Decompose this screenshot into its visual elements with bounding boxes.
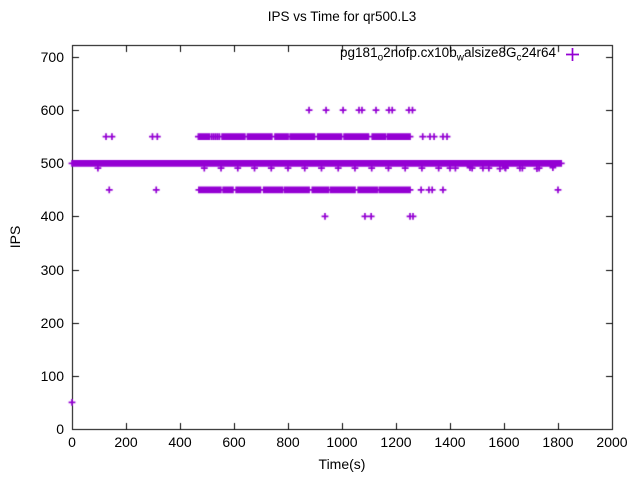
x-tick-label: 400 [168,434,192,450]
y-tick-label: 300 [40,261,64,278]
legend-label-subscript: c [516,52,522,64]
x-tick-label: 1800 [542,434,574,450]
x-tick-label: 1200 [380,434,412,450]
legend-label-part: alsize8G [463,44,517,60]
y-axis-label: IPS [7,225,23,249]
legend-label-subscript: w [456,52,464,64]
y-tick-label: 100 [40,367,64,384]
y-tick-label: 400 [40,208,64,225]
legend-plus-marker-icon [566,47,579,61]
x-tick-label: 600 [222,434,246,450]
x-tick-label: 2000 [596,434,628,450]
legend-label: pg181o2nofp.cx10bwalsize8Gc24r64 [340,45,556,64]
legend-label-part: 2nofp.cx10b [383,44,457,60]
y-tick-label: 700 [40,49,64,65]
x-tick-label: 800 [276,434,300,450]
y-tick-label: 500 [40,155,64,172]
y-tick-label: 0 [56,421,64,437]
x-tick-label: 0 [68,434,76,450]
y-tick-label: 200 [40,314,64,331]
legend-label-subscript: o [377,52,384,64]
legend-label-part: 24r64 [521,44,556,60]
x-axis-label: Time(s) [318,456,366,472]
legend-label-part: pg181 [340,44,378,60]
x-tick-label: 1400 [434,434,466,450]
x-tick-label: 200 [114,434,138,450]
chart-title: IPS vs Time for qr500.L3 [267,9,417,24]
y-tick-label: 600 [40,102,64,119]
x-tick-label: 1000 [326,434,358,450]
legend: pg181o2nofp.cx10bwalsize8Gc24r64 [340,44,580,64]
x-tick-label: 1600 [488,434,520,450]
